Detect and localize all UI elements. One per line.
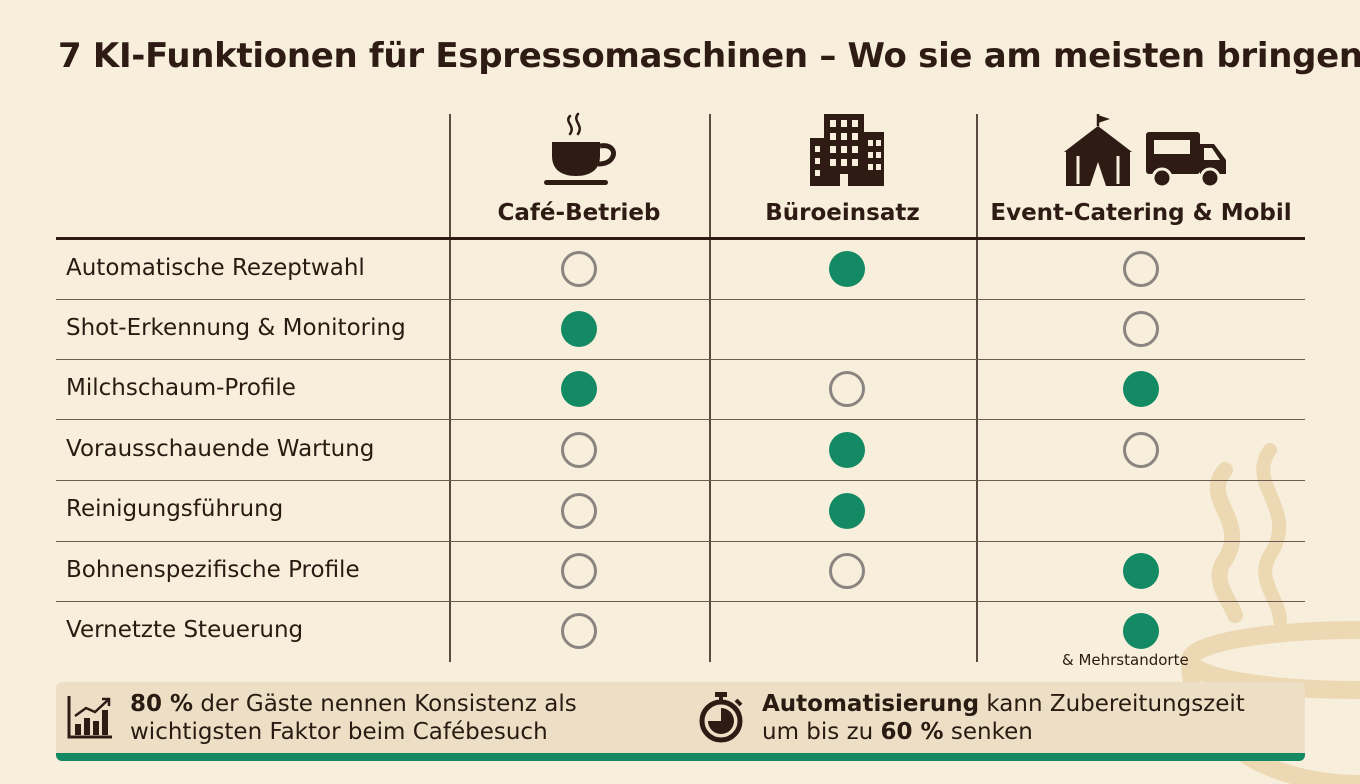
row-label: Bohnenspezifische Profile xyxy=(66,557,360,583)
rating-dot-filled xyxy=(829,432,865,468)
row-label: Automatische Rezeptwahl xyxy=(66,255,365,281)
facts-panel xyxy=(56,682,1305,760)
column-divider xyxy=(449,114,451,662)
footnote: & Mehrstandorte xyxy=(1062,651,1189,669)
rating-dot-filled xyxy=(1123,553,1159,589)
rating-dot-empty xyxy=(1123,432,1159,468)
coffee-cup-icon xyxy=(544,112,616,185)
column-divider xyxy=(976,114,978,662)
column-divider xyxy=(709,114,711,662)
stopwatch-icon xyxy=(699,692,743,743)
rating-dot-filled xyxy=(1123,613,1159,649)
rating-dot-filled xyxy=(829,251,865,287)
rating-dot-empty xyxy=(1123,311,1159,347)
row-divider xyxy=(56,541,1305,542)
row-label: Vernetzte Steuerung xyxy=(66,617,304,643)
header-rule xyxy=(56,237,1305,240)
rating-dot-empty xyxy=(829,371,865,407)
column-header-office: Büroeinsatz xyxy=(765,200,920,226)
rating-dot-empty xyxy=(561,613,597,649)
food-truck-icon xyxy=(1146,132,1226,189)
row-divider xyxy=(56,480,1305,481)
rating-dot-empty xyxy=(561,432,597,468)
row-label: Vorausschauende Wartung xyxy=(66,436,375,462)
rating-dot-empty xyxy=(1123,251,1159,287)
row-divider xyxy=(56,299,1305,300)
column-header-event: Event-Catering & Mobil xyxy=(990,200,1292,226)
rating-dot-empty xyxy=(829,553,865,589)
growth-chart-icon xyxy=(67,696,112,739)
row-divider xyxy=(56,419,1305,420)
rating-dot-filled xyxy=(1123,371,1159,407)
row-label: Reinigungsführung xyxy=(66,496,284,522)
row-divider xyxy=(56,359,1305,360)
rating-dot-filled xyxy=(561,371,597,407)
accent-bar xyxy=(56,753,1305,761)
column-header-cafe: Café-Betrieb xyxy=(497,200,661,226)
rating-dot-filled xyxy=(561,311,597,347)
rating-dot-empty xyxy=(561,553,597,589)
rating-dot-empty xyxy=(561,251,597,287)
row-divider xyxy=(56,601,1305,602)
rating-dot-filled xyxy=(829,493,865,529)
office-building-icon xyxy=(810,114,884,186)
row-label: Shot-Erkennung & Monitoring xyxy=(66,315,406,341)
rating-dot-empty xyxy=(561,493,597,529)
fact-consistency: 80 % der Gäste nennen Konsistenz als wic… xyxy=(130,691,577,745)
fact-automation: Automatisierung kann Zubereitungszeit um… xyxy=(762,691,1245,745)
row-label: Milchschaum-Profile xyxy=(66,375,296,401)
circus-tent-icon xyxy=(1064,114,1132,186)
page-title: 7 KI-Funktionen für Espressomaschinen – … xyxy=(58,36,1360,76)
